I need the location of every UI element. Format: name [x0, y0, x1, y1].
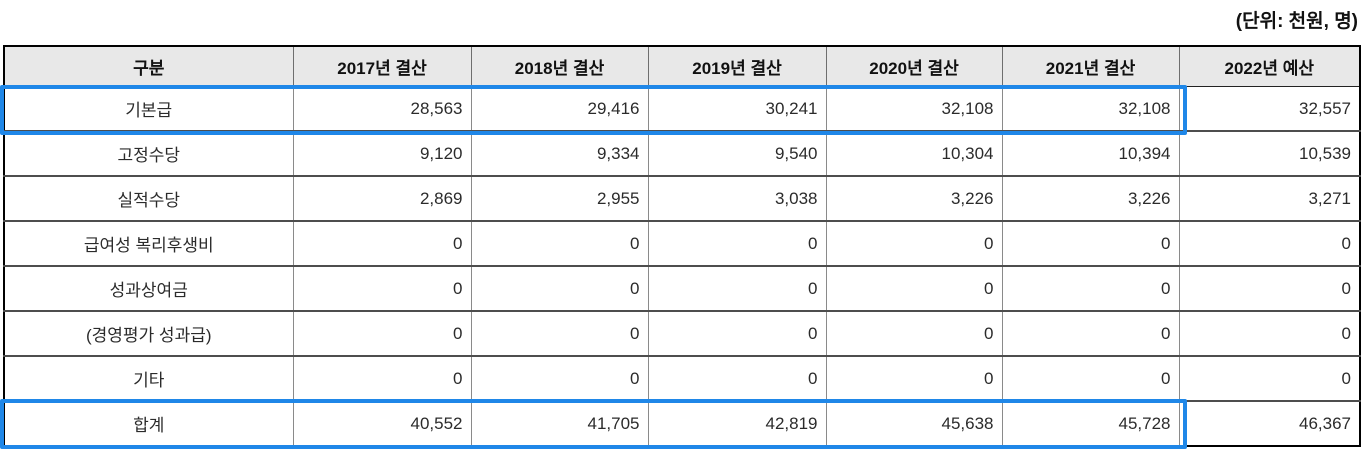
table-row-welfare-benefits: 급여성 복리후생비 0 0 0 0 0 0 [4, 220, 1360, 266]
cell-value: 0 [292, 355, 471, 401]
cell-value: 32,108 [1001, 86, 1179, 131]
cell-value: 28,563 [292, 86, 471, 131]
cell-value: 0 [1178, 310, 1360, 356]
cell-value: 0 [1178, 220, 1360, 266]
column-header-2022: 2022년 예산 [1178, 46, 1360, 87]
cell-value: 10,539 [1178, 130, 1360, 176]
table-row-basic-pay: 기본급 28,563 29,416 30,241 32,108 32,108 3… [4, 86, 1360, 131]
column-header-2021: 2021년 결산 [1001, 46, 1179, 87]
table-row-performance-bonus: 성과상여금 0 0 0 0 0 0 [4, 265, 1360, 311]
cell-value: 0 [647, 355, 826, 401]
cell-value: 0 [470, 220, 648, 266]
header-row: 구분 2017년 결산 2018년 결산 2019년 결산 2020년 결산 2… [4, 46, 1360, 87]
cell-value: 0 [647, 220, 826, 266]
cell-value: 0 [292, 220, 471, 266]
cell-value: 9,120 [292, 130, 471, 176]
table-row-management-eval-bonus: (경영평가 성과급) 0 0 0 0 0 0 [4, 310, 1360, 356]
cell-value: 0 [1001, 355, 1179, 401]
cell-value: 2,869 [292, 175, 471, 221]
table-row-total: 합계 40,552 41,705 42,819 45,638 45,728 46… [4, 400, 1360, 446]
cell-value: 9,540 [647, 130, 826, 176]
cell-value: 0 [647, 310, 826, 356]
cell-value: 45,728 [1001, 400, 1179, 446]
column-header-category: 구분 [4, 46, 293, 87]
table-row-other: 기타 0 0 0 0 0 0 [4, 355, 1360, 401]
cell-value: 46,367 [1178, 400, 1360, 446]
row-label: 합계 [4, 400, 293, 446]
cell-value: 41,705 [470, 400, 648, 446]
row-label: 기본급 [4, 86, 293, 131]
cell-value: 0 [825, 355, 1002, 401]
cell-value: 0 [292, 310, 471, 356]
row-label: 기타 [4, 355, 293, 401]
cell-value: 45,638 [825, 400, 1002, 446]
cell-value: 40,552 [292, 400, 471, 446]
cell-value: 0 [825, 220, 1002, 266]
cell-value: 0 [1001, 220, 1179, 266]
cell-value: 30,241 [647, 86, 826, 131]
cell-value: 0 [1178, 355, 1360, 401]
cell-value: 10,304 [825, 130, 1002, 176]
table-row-fixed-allowance: 고정수당 9,120 9,334 9,540 10,304 10,394 10,… [4, 130, 1360, 176]
row-label: 급여성 복리후생비 [4, 220, 293, 266]
unit-label: (단위: 천원, 명) [1235, 11, 1358, 32]
cell-value: 3,226 [825, 175, 1002, 221]
cell-value: 0 [292, 265, 471, 311]
salary-settlement-table: 구분 2017년 결산 2018년 결산 2019년 결산 2020년 결산 2… [3, 45, 1361, 447]
cell-value: 3,226 [1001, 175, 1179, 221]
cell-value: 42,819 [647, 400, 826, 446]
cell-value: 32,108 [825, 86, 1002, 131]
cell-value: 0 [1001, 265, 1179, 311]
cell-value: 0 [1178, 265, 1360, 311]
cell-value: 0 [825, 265, 1002, 311]
cell-value: 2,955 [470, 175, 648, 221]
cell-value: 0 [470, 310, 648, 356]
column-header-2020: 2020년 결산 [825, 46, 1002, 87]
row-label: 실적수당 [4, 175, 293, 221]
row-label: (경영평가 성과급) [4, 310, 293, 356]
row-label: 성과상여금 [4, 265, 293, 311]
cell-value: 0 [825, 310, 1002, 356]
row-label: 고정수당 [4, 130, 293, 176]
cell-value: 0 [470, 355, 648, 401]
cell-value: 0 [470, 265, 648, 311]
cell-value: 29,416 [470, 86, 648, 131]
cell-value: 0 [1001, 310, 1179, 356]
column-header-2017: 2017년 결산 [292, 46, 471, 87]
cell-value: 9,334 [470, 130, 648, 176]
column-header-2018: 2018년 결산 [470, 46, 648, 87]
cell-value: 3,038 [647, 175, 826, 221]
cell-value: 10,394 [1001, 130, 1179, 176]
column-header-2019: 2019년 결산 [647, 46, 826, 87]
cell-value: 0 [647, 265, 826, 311]
cell-value: 3,271 [1178, 175, 1360, 221]
table-row-performance-allowance: 실적수당 2,869 2,955 3,038 3,226 3,226 3,271 [4, 175, 1360, 221]
cell-value: 32,557 [1178, 86, 1360, 131]
